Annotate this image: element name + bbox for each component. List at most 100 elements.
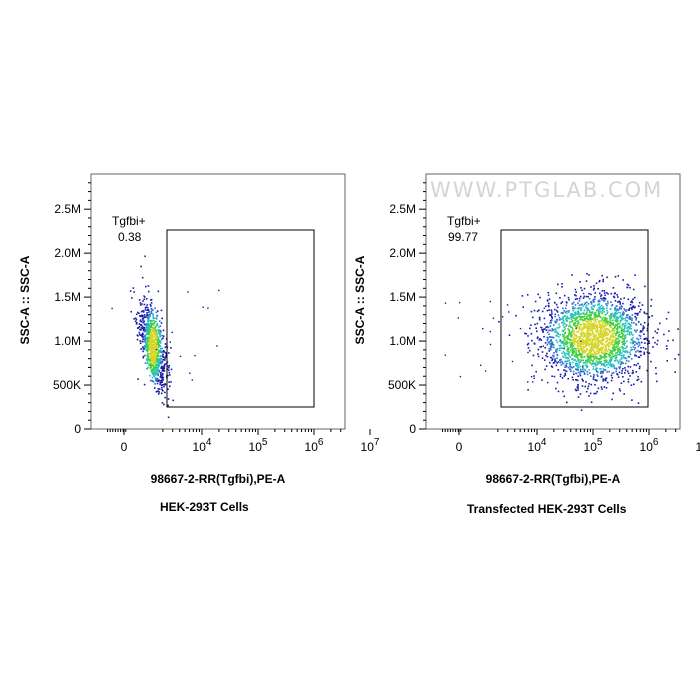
event-dot — [586, 362, 588, 364]
event-dot — [151, 362, 153, 364]
event-dot — [626, 309, 628, 311]
event-dot — [597, 352, 600, 355]
event-dot — [612, 322, 615, 324]
event-dot — [489, 300, 491, 303]
event-dot — [597, 310, 600, 312]
event-dot — [573, 343, 576, 346]
event-dot — [163, 385, 165, 388]
event-dot — [613, 336, 616, 338]
event-dot — [156, 367, 158, 369]
event-dot — [508, 334, 511, 336]
event-dot — [563, 329, 566, 331]
event-dot — [617, 296, 619, 298]
event-dot — [606, 381, 609, 384]
event-dot — [572, 370, 575, 373]
event-dot — [561, 329, 564, 332]
event-dot — [607, 323, 609, 326]
event-dot — [151, 379, 154, 382]
event-dot — [632, 371, 634, 374]
event-dot — [540, 326, 543, 329]
event-dot — [600, 294, 603, 296]
event-dot — [632, 346, 635, 348]
event-dot — [596, 371, 599, 374]
event-dot — [553, 346, 555, 349]
event-dot — [659, 322, 661, 325]
event-dot — [596, 318, 599, 321]
event-dot — [150, 344, 152, 346]
event-dot — [603, 335, 605, 337]
event-dot — [560, 364, 563, 366]
event-dot — [604, 356, 607, 358]
event-dot — [157, 339, 159, 341]
event-dot — [577, 359, 579, 361]
event-dot — [149, 326, 152, 328]
event-dot — [565, 365, 568, 368]
event-dot — [588, 324, 591, 326]
watermark: WWW.PTGLAB.COM — [430, 178, 664, 202]
event-dot — [164, 359, 166, 361]
event-dot — [165, 356, 168, 359]
event-dot — [559, 338, 561, 341]
event-dot — [527, 389, 529, 391]
event-dot — [619, 325, 621, 328]
event-dot — [642, 327, 644, 329]
event-dot — [162, 350, 165, 353]
event-dot — [615, 320, 617, 322]
event-dot — [630, 307, 633, 309]
event-dot — [595, 350, 598, 352]
gate-box — [500, 229, 649, 408]
event-dot — [591, 326, 593, 329]
event-dot — [598, 280, 601, 283]
event-dot — [596, 309, 598, 312]
event-dot — [617, 343, 620, 345]
event-dot — [611, 365, 614, 368]
event-dot — [639, 311, 641, 313]
event-dot — [498, 321, 500, 323]
event-dot — [150, 310, 153, 312]
event-dot — [151, 376, 154, 379]
event-dot — [141, 314, 143, 317]
event-dot — [620, 307, 622, 310]
event-dot — [587, 328, 589, 330]
event-dot — [567, 335, 569, 338]
event-dot — [603, 349, 606, 351]
event-dot — [589, 359, 592, 361]
event-dot — [550, 365, 553, 367]
event-dot — [576, 324, 578, 327]
event-dot — [147, 344, 149, 347]
event-dot — [579, 365, 581, 368]
event-dot — [591, 345, 593, 347]
event-dot — [613, 314, 616, 316]
event-dot — [146, 311, 148, 314]
event-dot — [588, 327, 591, 329]
event-dot — [609, 351, 612, 354]
event-dot — [155, 338, 157, 341]
event-dot — [140, 265, 142, 268]
event-dot — [603, 311, 605, 313]
event-dot — [600, 347, 602, 350]
event-dot — [619, 359, 621, 361]
event-dot — [588, 339, 591, 341]
event-dot — [566, 349, 568, 352]
event-dot — [141, 276, 144, 279]
event-dot — [590, 301, 592, 303]
event-dot — [153, 360, 156, 362]
event-dot — [586, 325, 588, 327]
event-dot — [602, 380, 604, 382]
event-dot — [142, 355, 145, 358]
event-dot — [615, 334, 617, 336]
event-dot — [592, 301, 595, 303]
event-dot — [580, 359, 582, 361]
event-dot — [628, 332, 631, 334]
event-dot — [572, 349, 574, 352]
event-dot — [587, 319, 589, 321]
event-dot — [615, 367, 618, 370]
event-dot — [552, 354, 554, 357]
event-dot — [597, 341, 600, 344]
event-dot — [575, 354, 577, 356]
event-dot — [622, 368, 624, 370]
event-dot — [564, 336, 567, 339]
event-dot — [599, 335, 602, 337]
event-dot — [564, 327, 566, 330]
event-dot — [569, 316, 572, 319]
